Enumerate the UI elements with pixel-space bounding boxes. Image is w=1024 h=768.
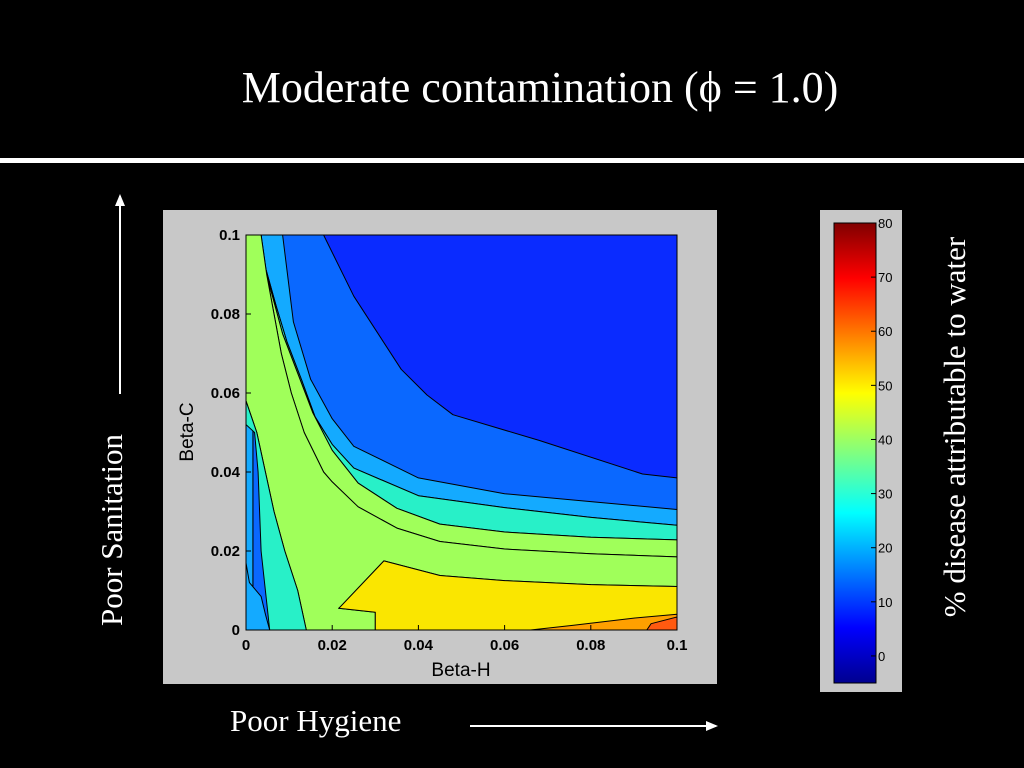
colorbar (833, 222, 877, 684)
y-axis-caption: Poor Sanitation (94, 433, 129, 627)
y-tick-label: 0.04 (211, 464, 241, 481)
x-axis-caption: Poor Hygiene (230, 703, 402, 738)
y-axis-label: Beta-C (177, 402, 198, 461)
y-ticks: 0 0.02 0.04 0.06 0.08 0.1 (211, 227, 251, 639)
contour-region-level-40-50-9 (338, 560, 677, 630)
y-tick-label: 0 (232, 622, 240, 639)
contour-region-level-10-20-8 (246, 562, 271, 630)
contour-region-level-50-60-10 (530, 613, 677, 630)
colorbar-tick-label: 10 (878, 595, 892, 610)
colorbar-tick-label: 80 (878, 216, 892, 231)
y-tick-label: 0.08 (211, 306, 240, 323)
contour-regions (246, 235, 677, 630)
x-tick-label: 0 (242, 637, 250, 654)
y-tick-label: 0.1 (219, 227, 240, 244)
colorbar-ticks: 0 10 20 30 40 50 60 70 80 (871, 216, 892, 664)
slide-title: Moderate contamination (ϕ = 1.0) (241, 63, 839, 112)
y-tick-label: 0.02 (211, 543, 240, 560)
x-tick-label: 0.06 (490, 637, 519, 654)
colorbar-tick-label: 70 (878, 270, 892, 285)
colorbar-tick-label: 0 (878, 649, 885, 664)
x-tick-label: 0.02 (318, 637, 347, 654)
contour-region-level-0-5-2 (323, 235, 677, 479)
x-ticks: 0 0.02 0.04 0.06 0.08 0.1 (242, 625, 688, 654)
x-tick-label: 0.04 (404, 637, 434, 654)
colorbar-tick-label: 20 (878, 541, 892, 556)
colorbar-tick-label: 30 (878, 487, 892, 502)
x-axis-label: Beta-H (431, 660, 490, 681)
title-divider (0, 158, 1024, 163)
colorbar-tick-label: 40 (878, 432, 892, 447)
colorbar-caption: % disease attributable to water (937, 236, 972, 618)
contour-region-level-20-30-7 (246, 400, 307, 630)
plot-frame (245, 234, 678, 631)
x-tick-label: 0.08 (576, 637, 605, 654)
colorbar-tick-label: 50 (878, 378, 892, 393)
y-tick-label: 0.06 (211, 385, 240, 402)
x-tick-label: 0.1 (667, 637, 688, 654)
colorbar-tick-label: 60 (878, 324, 892, 339)
contour-region-level-60-70-11 (646, 616, 677, 630)
